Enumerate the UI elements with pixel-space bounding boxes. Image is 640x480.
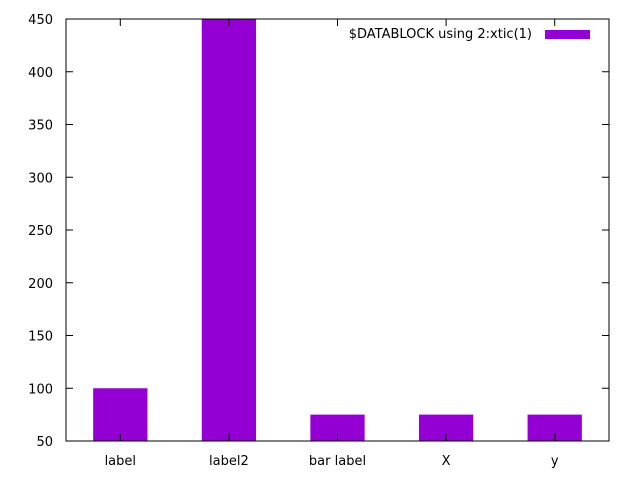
- y-tick-label: 300: [28, 171, 53, 186]
- x-tick-label: y: [551, 454, 559, 469]
- y-tick-label: 350: [28, 119, 53, 134]
- x-tick-label: bar label: [309, 454, 366, 469]
- y-tick-label: 450: [28, 13, 53, 28]
- legend-label: $DATABLOCK using 2:xtic(1): [349, 27, 532, 42]
- x-tick-label: label: [105, 454, 136, 469]
- legend-swatch: [545, 30, 590, 39]
- x-tick-label: label2: [209, 454, 249, 469]
- y-tick-label: 400: [28, 66, 53, 81]
- y-axis: 50 100 150 200 250 300 350 400 450: [28, 13, 609, 450]
- bar: [93, 388, 148, 441]
- y-tick-label: 250: [28, 224, 53, 239]
- y-tick-label: 100: [28, 382, 53, 397]
- y-tick-label: 150: [28, 330, 53, 345]
- y-tick-label: 200: [28, 277, 53, 292]
- y-tick-label: 50: [36, 435, 53, 450]
- bars-group: [93, 19, 582, 441]
- legend: $DATABLOCK using 2:xtic(1): [349, 27, 590, 42]
- plot-frame: [65, 18, 610, 442]
- x-tick-label: X: [442, 454, 451, 469]
- bar: [201, 19, 257, 441]
